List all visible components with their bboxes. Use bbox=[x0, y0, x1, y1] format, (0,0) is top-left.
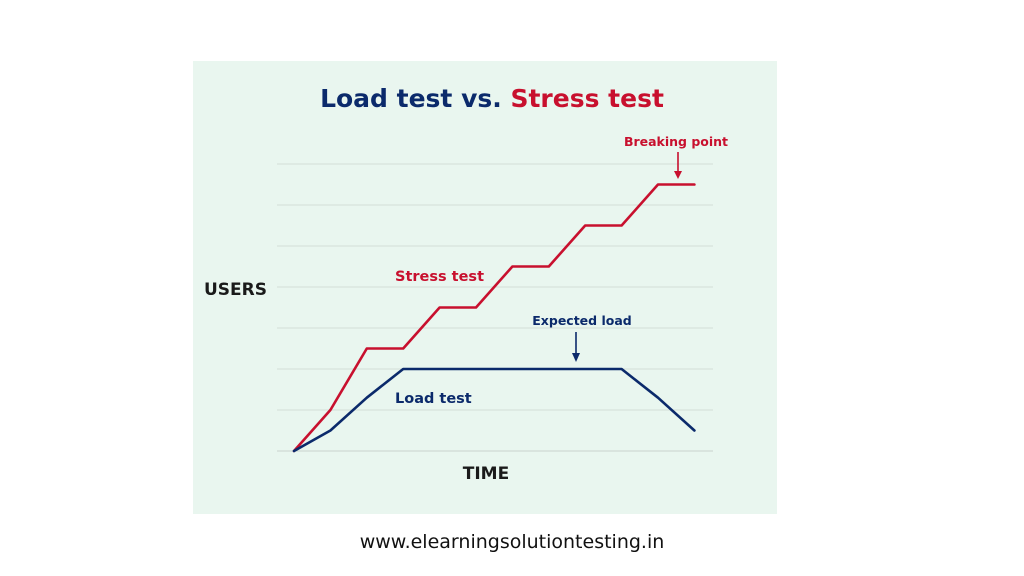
series-line-load-test bbox=[292, 367, 696, 453]
y-axis-label: USERS bbox=[204, 280, 267, 300]
footer-url[interactable]: www.elearningsolutiontesting.in bbox=[359, 531, 665, 553]
title-part-stress: Stress test bbox=[510, 84, 663, 113]
breaking-point-annotation: Breaking point bbox=[624, 134, 728, 149]
series-line-stress-test bbox=[292, 183, 696, 453]
series-group bbox=[292, 183, 696, 453]
expected-load-annotation: Expected load bbox=[532, 313, 631, 328]
title-part-load: Load test bbox=[320, 84, 452, 113]
expected-load-arrowhead bbox=[572, 353, 580, 362]
series-label-stress-test: Stress test bbox=[395, 269, 484, 285]
x-axis-label: TIME bbox=[463, 464, 509, 484]
series-label-load-test: Load test bbox=[395, 391, 472, 407]
title-part-vs: vs. bbox=[452, 84, 510, 113]
chart-panel: Load test vs. Stress test USERS TIME Bre… bbox=[193, 61, 777, 514]
line-chart: Load test vs. Stress test USERS TIME Bre… bbox=[204, 84, 728, 484]
chart-title: Load test vs. Stress test bbox=[320, 84, 664, 113]
grid-lines bbox=[277, 163, 713, 452]
breaking-point-arrowhead bbox=[674, 171, 682, 179]
